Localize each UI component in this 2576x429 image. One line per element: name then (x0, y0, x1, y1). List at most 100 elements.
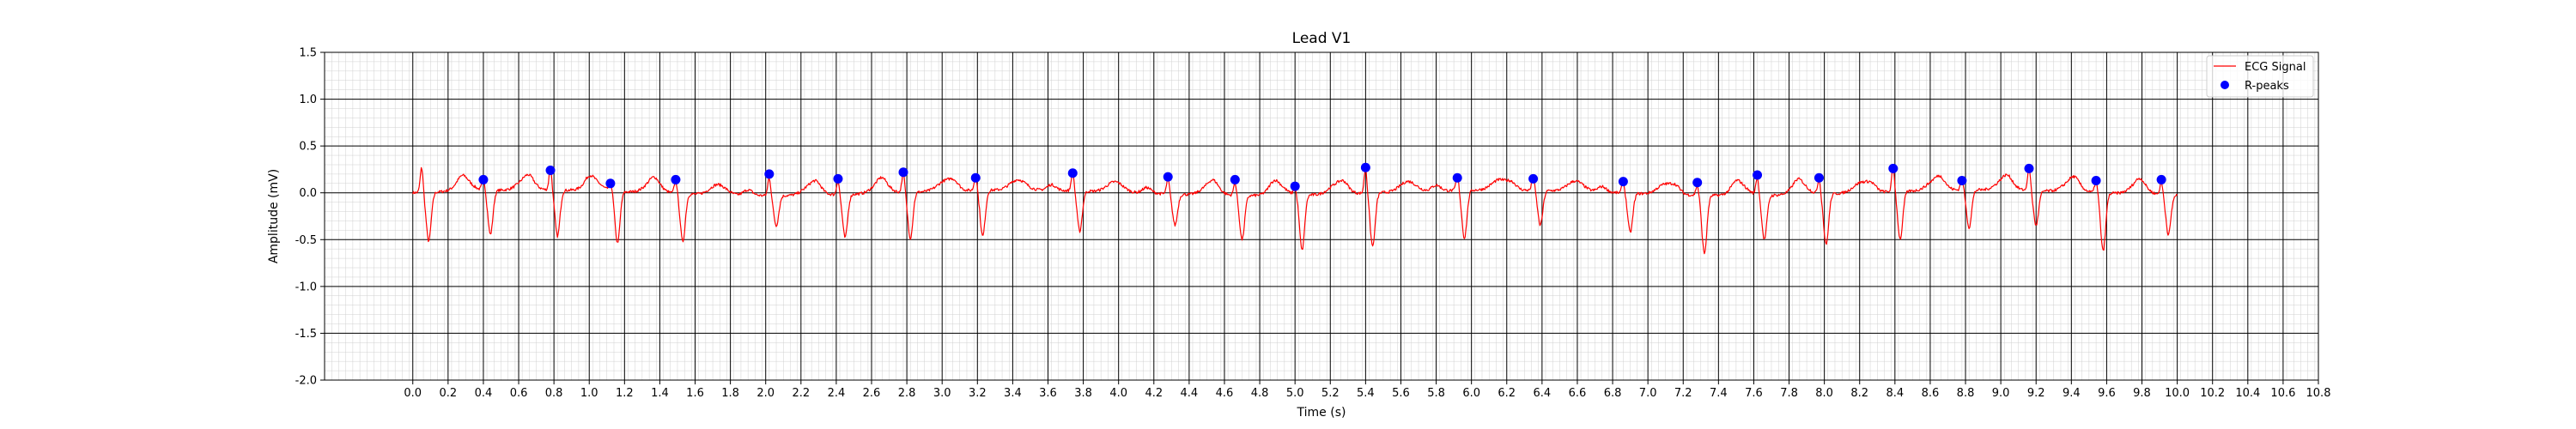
y-tick-label: -2.0 (295, 375, 317, 388)
x-tick-label: 8.0 (1815, 387, 1833, 400)
r-peak-point (898, 167, 908, 178)
x-tick-label: 9.0 (1992, 387, 2010, 400)
r-peak-point (545, 166, 556, 176)
legend-rpeak-swatch (2221, 81, 2229, 89)
x-tick-label: 3.2 (969, 387, 987, 400)
r-peak-point (2024, 163, 2034, 173)
x-tick-label: 5.0 (1286, 387, 1304, 400)
x-tick-label: 2.0 (756, 387, 775, 400)
x-tick-label: 1.8 (721, 387, 739, 400)
r-peak-point (764, 169, 775, 179)
x-tick-label: 8.2 (1850, 387, 1868, 400)
y-tick-label: 0.0 (299, 187, 317, 200)
x-tick-label: 6.0 (1462, 387, 1480, 400)
x-tick-label: 7.6 (1745, 387, 1763, 400)
legend-rpeak-label: R-peaks (2245, 80, 2289, 93)
r-peak-point (1957, 176, 1967, 186)
r-peak-point (833, 173, 843, 184)
x-tick-label: 3.0 (933, 387, 951, 400)
x-tick-label: 2.8 (898, 387, 916, 400)
r-peak-point (1067, 168, 1078, 178)
x-tick-label: 8.8 (1957, 387, 1975, 400)
x-tick-label: 5.6 (1392, 387, 1410, 400)
y-tick-label: 1.0 (299, 94, 317, 106)
x-tick-label: 7.2 (1674, 387, 1692, 400)
x-tick-label: 4.2 (1145, 387, 1163, 400)
x-tick-label: 2.4 (828, 387, 846, 400)
r-peak-point (1163, 172, 1173, 182)
x-tick-label: 8.4 (1886, 387, 1904, 400)
x-tick-label: 1.6 (686, 387, 704, 400)
x-tick-label: 4.0 (1109, 387, 1127, 400)
r-peak-point (478, 174, 489, 184)
x-tick-label: 9.6 (2098, 387, 2116, 400)
y-axis-label: Amplitude (mV) (267, 169, 281, 263)
x-tick-label: 0.4 (475, 387, 493, 400)
r-peak-point (1618, 177, 1628, 187)
x-tick-label: 1.4 (651, 387, 669, 400)
x-tick-label: 3.4 (1004, 387, 1022, 400)
x-tick-label: 9.4 (2063, 387, 2081, 400)
x-tick-label: 7.4 (1710, 387, 1728, 400)
y-axis-ticks: -2.0 -1.5 -1.0 -0.5 0.0 0.5 1.0 1.5 (295, 47, 325, 388)
legend-ecg-label: ECG Signal (2245, 61, 2306, 74)
r-peak-point (605, 178, 616, 189)
x-tick-label: 8.6 (1922, 387, 1940, 400)
r-peak-point (970, 172, 981, 183)
x-axis-label: Time (s) (1297, 406, 1346, 420)
r-peak-point (1360, 162, 1370, 172)
x-tick-label: 10.2 (2200, 387, 2225, 400)
x-tick-label: 4.6 (1216, 387, 1234, 400)
x-tick-label: 3.6 (1039, 387, 1057, 400)
r-peak-point (1692, 178, 1703, 188)
x-tick-label: 6.6 (1569, 387, 1587, 400)
x-tick-label: 4.8 (1251, 387, 1269, 400)
y-tick-label: -0.5 (295, 234, 317, 247)
x-tick-label: 5.4 (1357, 387, 1375, 400)
x-tick-label: 2.6 (863, 387, 881, 400)
r-peak-point (1230, 174, 1240, 184)
x-tick-label: 9.8 (2133, 387, 2151, 400)
x-tick-label: 6.8 (1604, 387, 1622, 400)
x-tick-label: 10.0 (2165, 387, 2190, 400)
x-tick-label: 5.2 (1321, 387, 1340, 400)
x-tick-label: 6.4 (1534, 387, 1552, 400)
x-tick-label: 6.2 (1498, 387, 1516, 400)
x-axis-ticks: 0.0 0.2 0.4 0.6 0.8 1.0 1.2 1.4 1.6 1.8 2.0 2.2 2.4 2… (404, 380, 2330, 400)
chart-title: Lead V1 (1292, 30, 1352, 47)
x-tick-label: 0.6 (510, 387, 528, 400)
y-tick-label: 1.5 (299, 47, 317, 60)
y-tick-label: -1.0 (295, 281, 317, 293)
x-tick-label: 5.8 (1427, 387, 1445, 400)
y-tick-label: 0.5 (299, 141, 317, 154)
x-tick-label: 0.8 (545, 387, 563, 400)
r-peak-point (1888, 163, 1899, 173)
x-tick-label: 10.4 (2235, 387, 2260, 400)
x-tick-label: 0.2 (439, 387, 457, 400)
x-tick-label: 2.2 (792, 387, 810, 400)
plot-frame (324, 51, 2319, 381)
x-tick-label: 10.6 (2270, 387, 2295, 400)
r-peak-point (1290, 181, 1300, 191)
x-tick-label: 10.8 (2306, 387, 2331, 400)
y-tick-label: -1.5 (295, 328, 317, 341)
r-peak-point (1753, 170, 1763, 180)
legend: ECG Signal R-peaks (2206, 55, 2314, 98)
x-tick-label: 0.0 (404, 387, 422, 400)
x-tick-label: 9.2 (2027, 387, 2045, 400)
r-peak-point (2156, 174, 2166, 184)
r-peaks-layer (478, 162, 2166, 191)
x-tick-label: 1.0 (580, 387, 598, 400)
r-peak-point (1452, 172, 1462, 183)
x-tick-label: 3.8 (1074, 387, 1092, 400)
r-peak-point (2091, 176, 2101, 186)
x-tick-label: 4.4 (1181, 387, 1199, 400)
x-tick-label: 7.0 (1639, 387, 1657, 400)
r-peak-point (1528, 173, 1539, 184)
r-peak-point (671, 174, 681, 184)
x-tick-label: 7.8 (1780, 387, 1798, 400)
r-peak-point (1814, 172, 1824, 183)
x-tick-label: 1.2 (616, 387, 634, 400)
